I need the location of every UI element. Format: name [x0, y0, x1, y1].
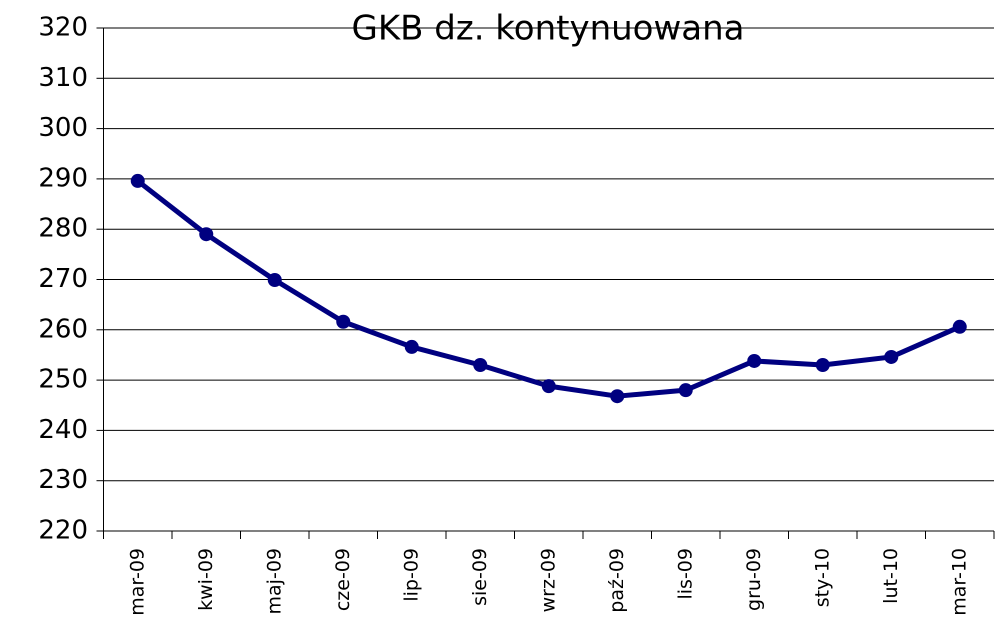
marker [473, 358, 488, 373]
line [136, 178, 961, 399]
y-tick-label: 240 [38, 415, 88, 445]
marker [267, 273, 282, 288]
y-tick-label: 310 [38, 63, 88, 93]
y-tick-label: 300 [38, 113, 88, 143]
marker [336, 314, 351, 329]
y-tick-label: 260 [38, 314, 88, 344]
marker [884, 349, 899, 364]
x-tick-label: mar-09 [126, 548, 148, 616]
marker [541, 379, 556, 394]
x-tick-label: paź-09 [606, 548, 628, 613]
y-tick-label: 280 [38, 214, 88, 244]
marker [747, 353, 762, 368]
y-tick-label: 230 [38, 465, 88, 495]
x-tick-label: gru-09 [743, 548, 765, 611]
marker [952, 319, 967, 334]
x-tick-label: lut-10 [880, 548, 902, 604]
y-tick-label: 320 [38, 13, 88, 43]
x-tick-label: lis-09 [674, 548, 696, 600]
y-tick-label: 250 [38, 365, 88, 395]
x-tick-label: kwi-09 [195, 548, 217, 611]
y-tick-label: 220 [38, 516, 88, 546]
x-tick-label: lip-09 [400, 548, 422, 602]
marker [678, 383, 693, 398]
x-tick-label: sty-10 [811, 548, 833, 607]
x-tick-label: maj-09 [263, 548, 285, 614]
marker [130, 173, 145, 188]
x-tick-label: sie-09 [469, 548, 491, 606]
marker [404, 339, 419, 354]
marker [610, 389, 625, 404]
y-tick-label: 270 [38, 264, 88, 294]
marker [815, 358, 830, 373]
y-tick-label: 290 [38, 163, 88, 193]
x-tick-label: mar-10 [948, 548, 970, 616]
x-tick-label: cze-09 [332, 548, 354, 611]
marker [199, 227, 214, 242]
x-tick-label: wrz-09 [537, 548, 559, 612]
